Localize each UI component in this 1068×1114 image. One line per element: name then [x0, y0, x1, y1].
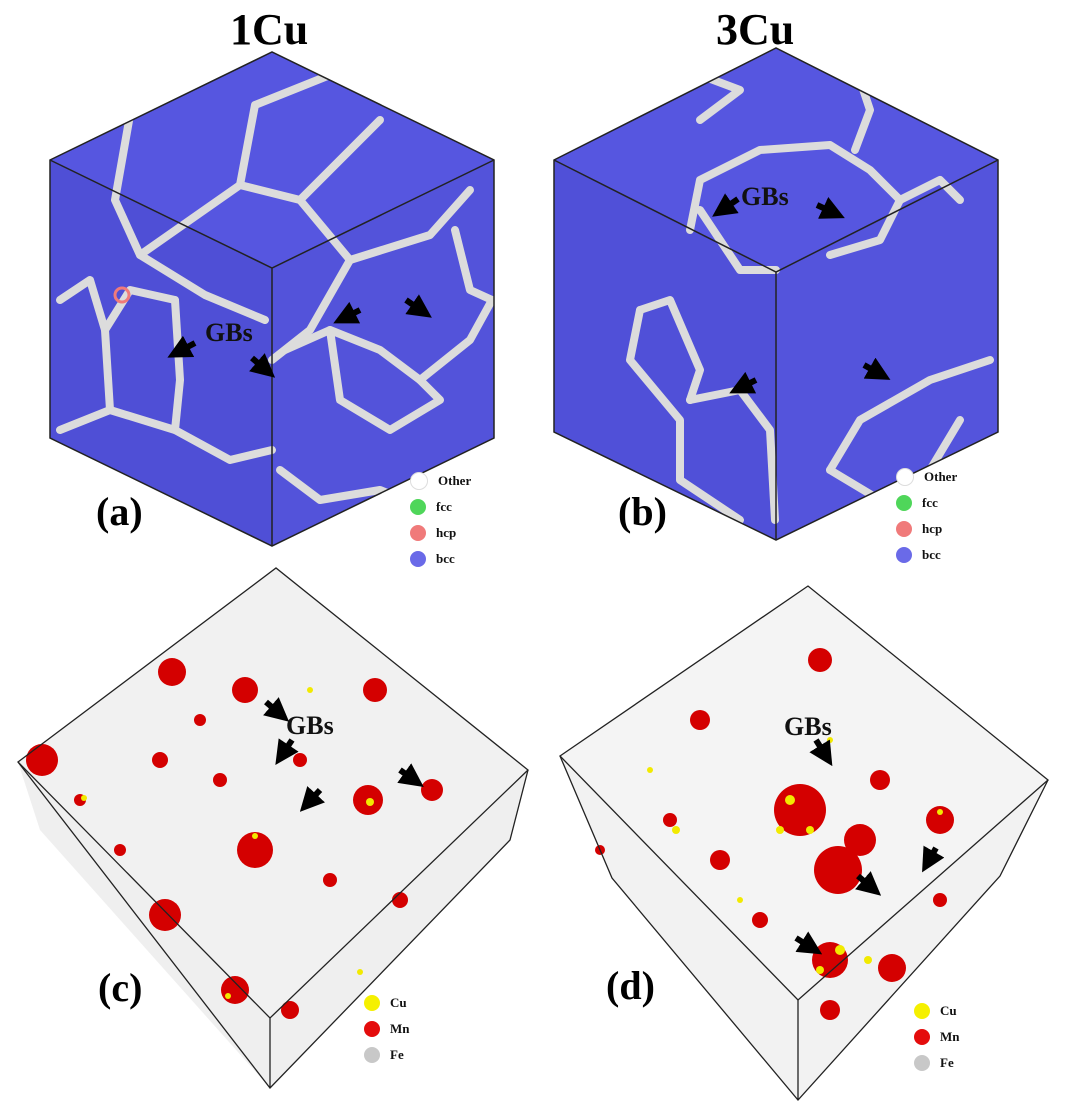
- cube-c-edges: [17, 567, 529, 1089]
- gb-arrows-b: [712, 193, 891, 394]
- legend-item-bcc: bcc: [896, 542, 957, 568]
- panel-d-atoms: [558, 585, 1050, 1101]
- gbs-label-d: GBs: [784, 712, 832, 741]
- cu-atoms-c: [81, 687, 374, 999]
- panel-label-b: (b): [618, 489, 667, 534]
- cube-a-edges: [49, 51, 495, 547]
- panel-label-a: (a): [96, 489, 143, 534]
- legend-item-fcc: fcc: [896, 490, 957, 516]
- gbs-label-a: GBs: [205, 318, 253, 347]
- legend-item-fcc: fcc: [410, 494, 471, 520]
- legend-item-cu: Cu: [364, 990, 410, 1016]
- gbs-label-b: GBs: [741, 182, 789, 211]
- hcp-swatch: [896, 521, 912, 537]
- cube-d-edges: [558, 585, 1050, 1101]
- legend-structure-b: Other fcc hcp bcc: [896, 464, 957, 568]
- legend-item-cu: Cu: [914, 998, 960, 1024]
- legend-item-other: Other: [896, 464, 957, 490]
- panel-label-d: (d): [606, 963, 655, 1008]
- grain-boundaries-a: [56, 71, 494, 514]
- panel-c-atoms: [17, 567, 529, 1089]
- panel-b-cube: [553, 47, 999, 541]
- gbs-label-c: GBs: [286, 711, 334, 740]
- hcp-cluster-a: [113, 286, 131, 304]
- panel-a-cube: [49, 51, 495, 547]
- legend-elements-c: Cu Mn Fe: [364, 990, 410, 1068]
- legend-item-other: Other: [410, 468, 471, 494]
- fe-swatch: [364, 1047, 380, 1063]
- other-swatch: [896, 468, 914, 486]
- legend-item-fe: Fe: [914, 1050, 960, 1076]
- other-swatch: [410, 472, 428, 490]
- panel-label-c: (c): [98, 965, 143, 1010]
- legend-structure-a: Other fcc hcp bcc: [410, 468, 471, 572]
- cu-swatch: [914, 1003, 930, 1019]
- cube-b-left-face: [554, 160, 776, 540]
- fe-swatch: [914, 1055, 930, 1071]
- cu-swatch: [364, 995, 380, 1011]
- gb-arrows-c: [263, 697, 424, 812]
- legend-item-mn: Mn: [364, 1016, 410, 1042]
- cube-b-edges: [553, 47, 999, 541]
- bcc-swatch: [896, 547, 912, 563]
- title-1cu: 1Cu: [230, 5, 309, 54]
- hcp-swatch: [410, 525, 426, 541]
- legend-item-hcp: hcp: [410, 520, 471, 546]
- legend-item-fe: Fe: [364, 1042, 410, 1068]
- mn-swatch: [364, 1021, 380, 1037]
- gb-arrows-a: [167, 294, 432, 378]
- fcc-swatch: [896, 495, 912, 511]
- title-3cu: 3Cu: [716, 5, 795, 54]
- legend-item-bcc: bcc: [410, 546, 471, 572]
- legend-elements-d: Cu Mn Fe: [914, 998, 960, 1076]
- legend-item-mn: Mn: [914, 1024, 960, 1050]
- fcc-swatch: [410, 499, 426, 515]
- mn-swatch: [914, 1029, 930, 1045]
- gb-arrows-d: [794, 738, 945, 955]
- legend-item-hcp: hcp: [896, 516, 957, 542]
- bcc-swatch: [410, 551, 426, 567]
- cu-atoms-d: [647, 737, 943, 974]
